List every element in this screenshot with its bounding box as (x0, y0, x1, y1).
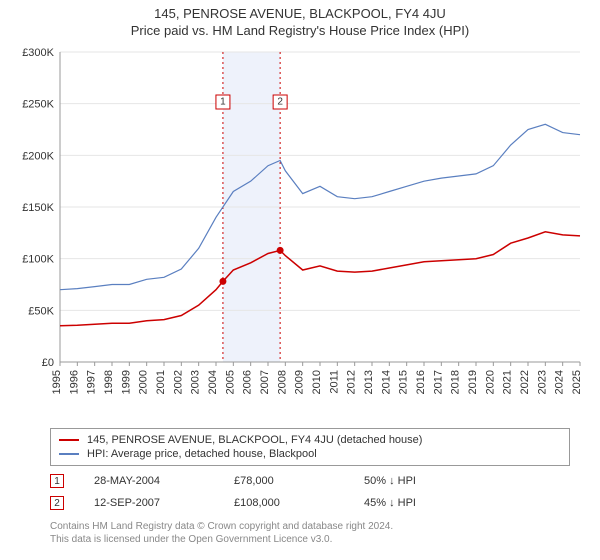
svg-text:2024: 2024 (554, 370, 566, 394)
transaction-marker: 2 (50, 496, 64, 510)
svg-text:2011: 2011 (328, 370, 340, 394)
svg-text:£0: £0 (42, 357, 54, 369)
svg-text:2001: 2001 (155, 370, 167, 394)
legend-item: 145, PENROSE AVENUE, BLACKPOOL, FY4 4JU … (59, 433, 561, 447)
chart-svg: £0 £50K £100K £150K £200K £250K £300K 1995 1996 1… (10, 42, 590, 422)
svg-text:2022: 2022 (519, 370, 531, 394)
transaction-row: 1 28-MAY-2004 £78,000 50% ↓ HPI (50, 470, 570, 492)
svg-text:1997: 1997 (86, 370, 98, 394)
legend-item: HPI: Average price, detached house, Blac… (59, 447, 561, 461)
page-title: 145, PENROSE AVENUE, BLACKPOOL, FY4 4JU (0, 0, 600, 21)
svg-text:2006: 2006 (242, 370, 254, 394)
page-subtitle: Price paid vs. HM Land Registry's House … (0, 21, 600, 42)
footer: Contains HM Land Registry data © Crown c… (50, 520, 570, 546)
svg-text:2010: 2010 (311, 370, 323, 394)
svg-text:2023: 2023 (536, 370, 548, 394)
svg-text:2017: 2017 (432, 370, 444, 394)
svg-text:2025: 2025 (571, 370, 583, 394)
legend: 145, PENROSE AVENUE, BLACKPOOL, FY4 4JU … (50, 428, 570, 466)
svg-text:2009: 2009 (294, 370, 306, 394)
legend-swatch (59, 439, 79, 441)
svg-text:£50K: £50K (28, 305, 54, 317)
svg-text:£150K: £150K (22, 202, 54, 214)
footer-line: Contains HM Land Registry data © Crown c… (50, 520, 570, 533)
transaction-row: 2 12-SEP-2007 £108,000 45% ↓ HPI (50, 492, 570, 514)
svg-text:£250K: £250K (22, 99, 54, 111)
svg-text:£100K: £100K (22, 254, 54, 266)
svg-text:1996: 1996 (68, 370, 80, 394)
svg-text:2003: 2003 (190, 370, 202, 394)
svg-text:2021: 2021 (502, 370, 514, 394)
transaction-pct: 45% ↓ HPI (364, 497, 570, 509)
transaction-date: 28-MAY-2004 (94, 475, 204, 487)
svg-text:2005: 2005 (224, 370, 236, 394)
legend-label: HPI: Average price, detached house, Blac… (87, 448, 317, 460)
transactions-table: 1 28-MAY-2004 £78,000 50% ↓ HPI 2 12-SEP… (50, 470, 570, 514)
svg-text:2014: 2014 (380, 370, 392, 394)
svg-text:2018: 2018 (450, 370, 462, 394)
legend-swatch (59, 453, 79, 455)
svg-text:2012: 2012 (346, 370, 358, 394)
transaction-date: 12-SEP-2007 (94, 497, 204, 509)
svg-text:2013: 2013 (363, 370, 375, 394)
svg-text:2000: 2000 (138, 370, 150, 394)
svg-text:2019: 2019 (467, 370, 479, 394)
footer-line: This data is licensed under the Open Gov… (50, 533, 570, 546)
svg-text:2008: 2008 (276, 370, 288, 394)
transaction-marker: 1 (50, 474, 64, 488)
svg-text:£200K: £200K (22, 150, 54, 162)
transaction-price: £78,000 (234, 475, 334, 487)
svg-text:2020: 2020 (484, 370, 496, 394)
svg-text:2002: 2002 (172, 370, 184, 394)
legend-label: 145, PENROSE AVENUE, BLACKPOOL, FY4 4JU … (87, 434, 422, 446)
svg-text:1995: 1995 (51, 370, 63, 394)
svg-text:2: 2 (277, 97, 283, 108)
svg-text:1999: 1999 (120, 370, 132, 394)
svg-text:2015: 2015 (398, 370, 410, 394)
transaction-pct: 50% ↓ HPI (364, 475, 570, 487)
svg-text:£300K: £300K (22, 47, 54, 59)
transaction-price: £108,000 (234, 497, 334, 509)
svg-text:2004: 2004 (207, 370, 219, 394)
svg-text:1: 1 (220, 97, 226, 108)
svg-text:2007: 2007 (259, 370, 271, 394)
price-chart: £0 £50K £100K £150K £200K £250K £300K 1995 1996 1… (10, 42, 590, 422)
svg-text:2016: 2016 (415, 370, 427, 394)
svg-text:1998: 1998 (103, 370, 115, 394)
